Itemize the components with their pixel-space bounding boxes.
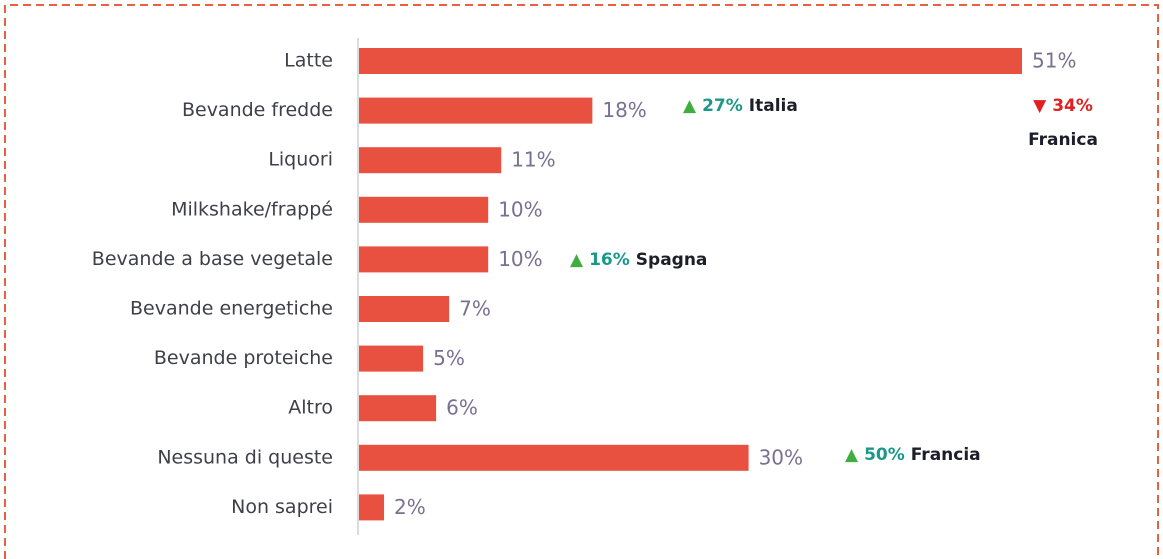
bar xyxy=(359,494,385,521)
category-label: Altro xyxy=(288,397,333,419)
annotation: ▼ 34% xyxy=(1033,96,1093,116)
bar xyxy=(359,48,1022,74)
value-label: 2% xyxy=(394,495,426,519)
value-label: 30% xyxy=(759,445,803,469)
annotation-value: 27% xyxy=(702,96,743,116)
annotation-value: 34% xyxy=(1052,96,1093,116)
category-label: Bevande energetiche xyxy=(130,298,333,320)
bar xyxy=(359,345,424,372)
annotation-marker: ▲ xyxy=(570,250,584,270)
dashed-frame xyxy=(4,4,1159,559)
annotation-value: 50% xyxy=(864,445,905,465)
category-label: Latte xyxy=(284,50,333,72)
annotation: ▲ 27% Italia xyxy=(683,96,798,116)
annotation-marker: ▼ xyxy=(1033,96,1047,116)
value-label: 18% xyxy=(602,98,646,122)
annotation-country: Francia xyxy=(911,445,981,465)
category-label: Liquori xyxy=(268,149,333,171)
bar xyxy=(359,444,749,471)
bar xyxy=(359,246,489,273)
value-label: 5% xyxy=(433,346,465,370)
annotation-country: Franica xyxy=(1028,130,1098,150)
category-label: Nessuna di queste xyxy=(157,446,333,468)
category-label: Milkshake/frappé xyxy=(171,198,333,220)
annotation-country: Italia xyxy=(749,96,798,116)
annotation-marker: ▲ xyxy=(683,96,697,116)
annotation: ▲ 16% Spagna xyxy=(570,250,707,270)
value-label: 7% xyxy=(459,297,491,321)
value-label: 10% xyxy=(498,247,542,271)
bar xyxy=(359,395,437,422)
bar xyxy=(359,296,450,322)
annotation-marker: ▲ xyxy=(845,445,859,465)
annotation: ▲ 50% Francia xyxy=(845,445,981,465)
bar xyxy=(359,97,593,124)
value-label: 51% xyxy=(1032,49,1076,73)
bar xyxy=(359,147,502,174)
annotation-value: 16% xyxy=(589,250,630,270)
annotation-country: Spagna xyxy=(636,250,708,270)
bar xyxy=(359,196,489,223)
value-label: 6% xyxy=(446,396,478,420)
category-label: Bevande fredde xyxy=(182,99,333,121)
value-label: 11% xyxy=(511,148,555,172)
category-label: Bevande a base vegetale xyxy=(92,248,333,270)
category-label: Bevande proteiche xyxy=(154,347,333,369)
category-label: Non saprei xyxy=(231,496,333,518)
value-label: 10% xyxy=(498,197,542,221)
